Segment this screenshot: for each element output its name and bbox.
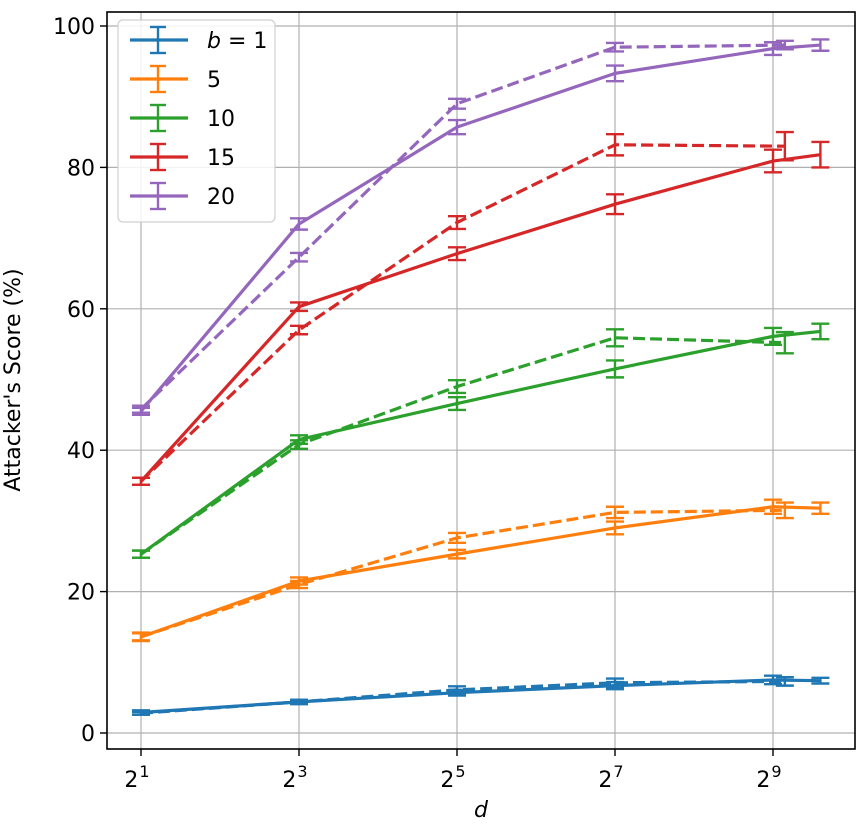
legend: b = 1 5 10 15 20	[117, 19, 276, 223]
series-b-10-dashed-	[132, 328, 794, 559]
y-tick-label: 100	[53, 15, 95, 40]
y-tick-label: 60	[67, 298, 95, 323]
series-b-20-solid-	[132, 38, 830, 417]
data-series	[132, 38, 830, 716]
legend-item: 5	[130, 64, 221, 94]
x-axis-label: d	[474, 798, 489, 823]
series-b-5-dashed-	[132, 501, 794, 643]
series-b-5-solid-	[132, 498, 830, 642]
y-tick-label: 0	[81, 722, 95, 747]
x-axis-ticks: 21 23 25 27 29	[124, 749, 782, 793]
x-tick-label: 25	[440, 762, 465, 793]
series-b-20-dashed-	[132, 39, 794, 414]
legend-label: 5	[207, 68, 221, 93]
y-axis-label: Attacker's Score (%)	[1, 268, 26, 491]
plot-frame	[106, 11, 856, 750]
legend-item: 15	[130, 142, 235, 172]
x-tick-label: 29	[756, 762, 781, 793]
y-tick-label: 20	[67, 581, 95, 606]
x-tick-label: 21	[124, 762, 149, 793]
legend-label: 10	[207, 107, 235, 132]
y-axis-ticks: 0 20 40 60 80 100	[53, 15, 107, 747]
legend-item: 20	[130, 181, 235, 211]
legend-label: 20	[207, 185, 235, 210]
legend-item: b = 1	[130, 25, 267, 55]
legend-label: b = 1	[207, 29, 267, 54]
y-tick-label: 40	[67, 439, 95, 464]
legend-label: 15	[207, 146, 235, 171]
legend-item: 10	[130, 103, 235, 133]
series-b-15-dashed-	[132, 130, 794, 487]
series-b-10-solid-	[132, 322, 830, 559]
x-tick-label: 27	[598, 762, 623, 793]
x-tick-label: 23	[282, 762, 307, 793]
y-tick-label: 80	[67, 156, 95, 181]
series-b-1-dashed-	[132, 675, 794, 716]
